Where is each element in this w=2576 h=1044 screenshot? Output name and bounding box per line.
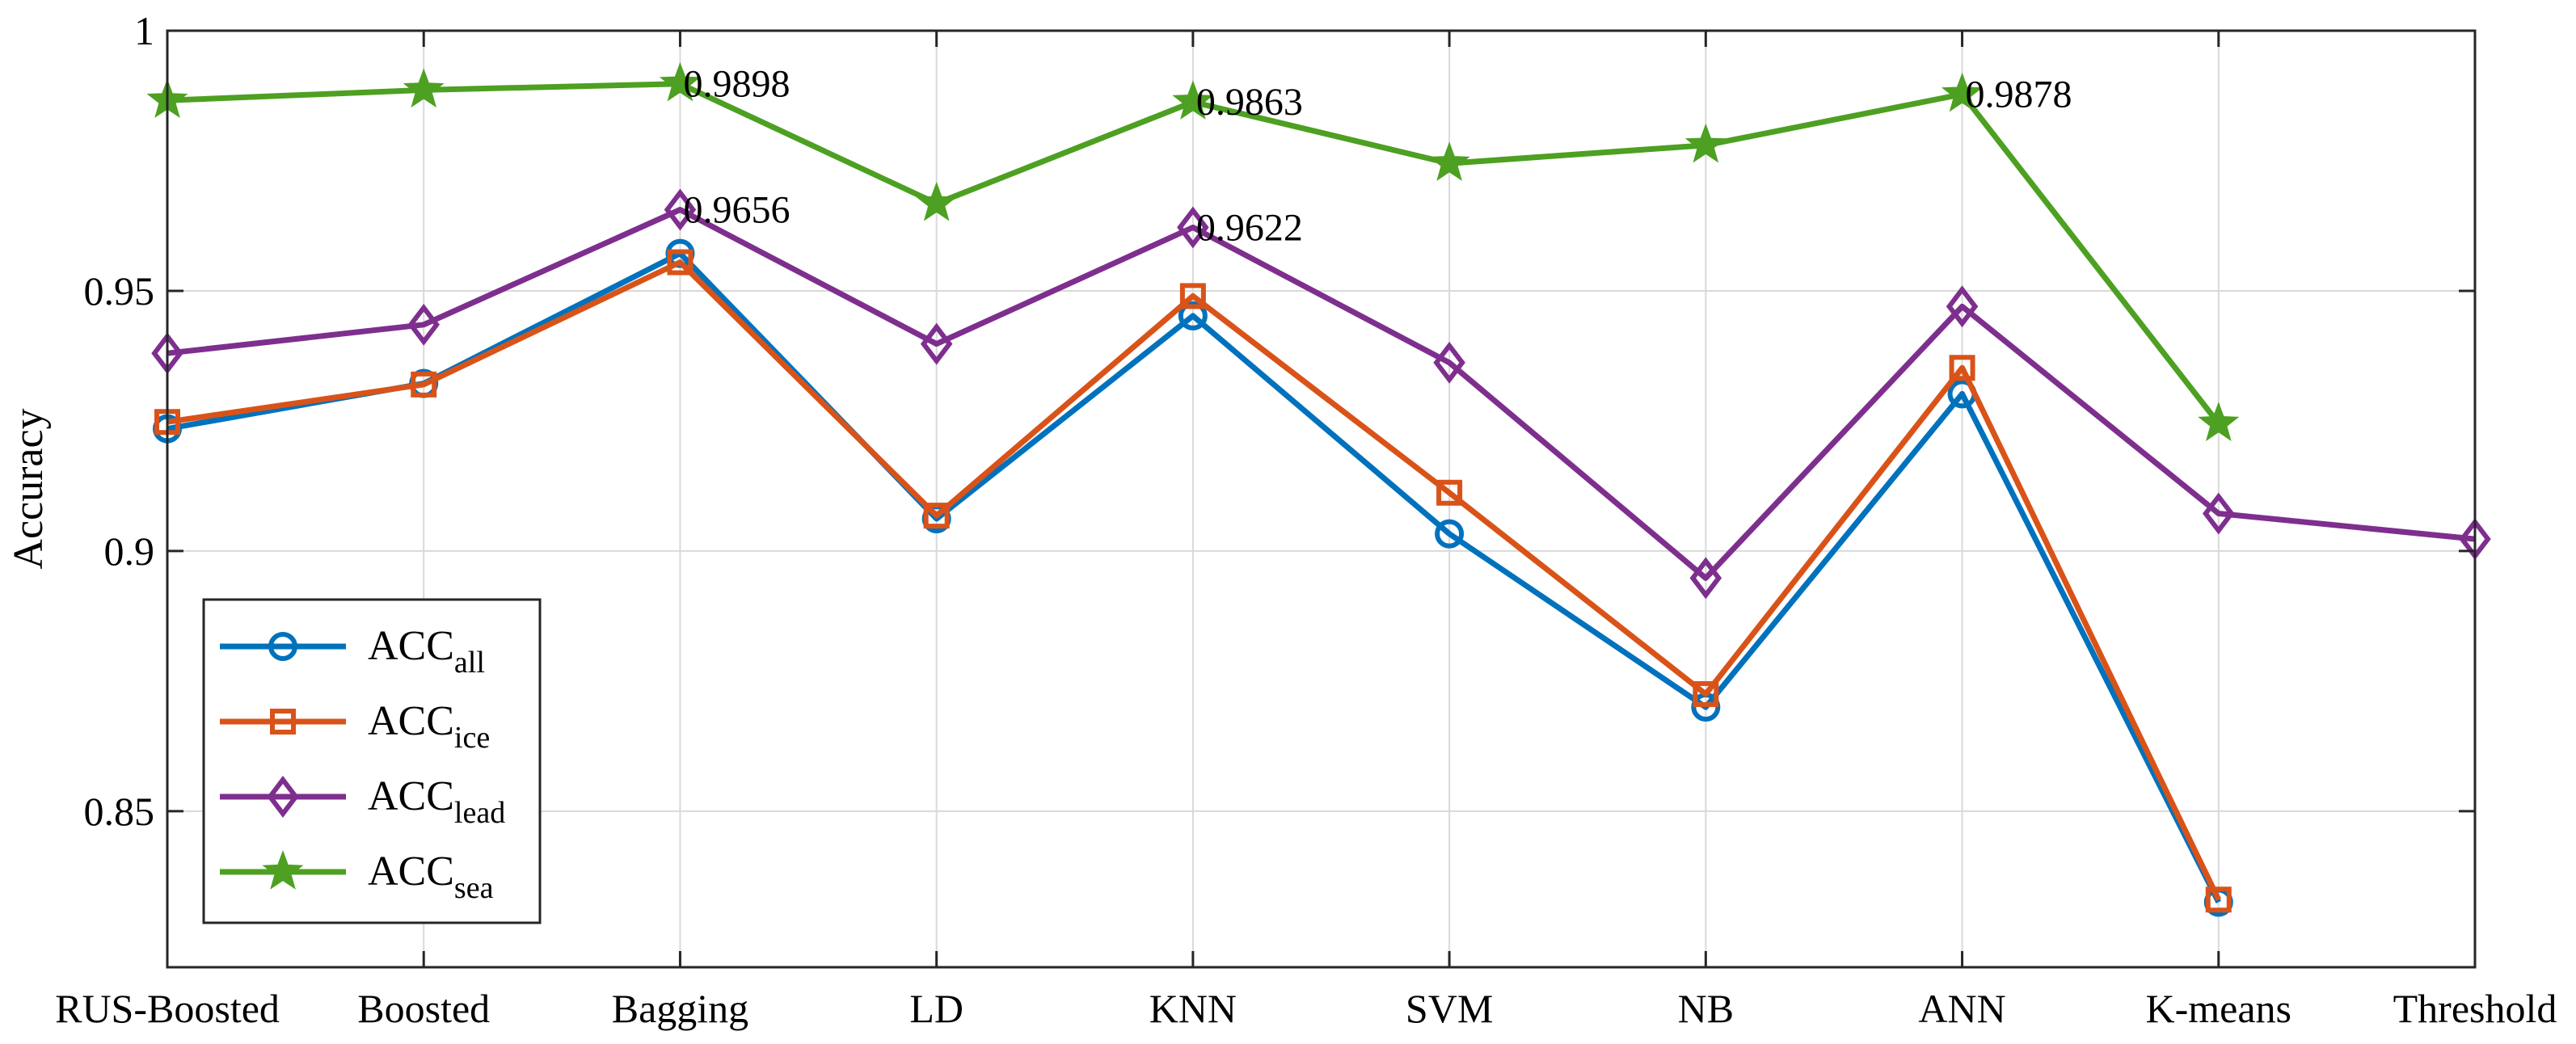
legend-label-subscript: all <box>454 646 485 680</box>
data-point-ice <box>1436 479 1463 506</box>
data-annotations: 0.9898 0.9863 0.9878 0.9656 0.9622 <box>683 63 2072 250</box>
legend-label-main: ACC <box>368 773 454 819</box>
data-point-lead <box>1946 285 1979 328</box>
data-point-sea <box>1684 123 1726 163</box>
series-line-all <box>167 250 2221 904</box>
legend-label-sea: ACCsea <box>368 848 494 905</box>
legend-label-ice: ACCice <box>368 698 490 755</box>
x-tick-label: LD <box>909 986 963 1031</box>
series-line-ice <box>167 259 2221 901</box>
data-point-lead <box>1689 557 1722 600</box>
data-point-sea <box>1941 72 1984 112</box>
data-label: 0.9622 <box>1196 206 1303 249</box>
data-point-lead <box>1177 206 1209 249</box>
axis-ticks <box>166 29 2477 967</box>
data-point-lead <box>1433 341 1465 384</box>
legend-label-main: ACC <box>368 848 454 895</box>
y-axis-label: Accuracy <box>6 408 52 569</box>
x-tick-label: ANN <box>1918 986 2005 1031</box>
legend-item-ice[interactable]: ACCice <box>220 698 490 755</box>
data-point-ice <box>2205 886 2232 913</box>
legend-box <box>202 598 542 924</box>
legend-label-main: ACC <box>368 623 454 669</box>
data-point-sea <box>1428 141 1470 181</box>
data-point-lead <box>407 303 440 346</box>
data-point-sea <box>2198 402 2240 441</box>
data-point-ice <box>667 249 694 276</box>
data-point-all <box>1178 301 1208 330</box>
data-point-lead <box>2203 492 2235 535</box>
data-label: 0.9898 <box>683 63 790 106</box>
x-tick-label: Threshold <box>2393 986 2557 1031</box>
tick-labels: RUS-Boosted Boosted Bagging LD KNN SVM NB ANN K-… <box>55 8 2557 1031</box>
legend-item-sea[interactable]: ACCsea <box>220 848 494 905</box>
y-tick-label: 0.85 <box>84 789 155 834</box>
legend-label-subscript: sea <box>454 871 494 905</box>
x-tick-label: Bagging <box>612 986 748 1031</box>
x-tick-label: NB <box>1678 986 1734 1031</box>
data-point-sea <box>916 181 958 221</box>
legend-label-lead: ACClead <box>368 773 505 830</box>
x-tick-label: SVM <box>1406 986 1493 1031</box>
data-label: 0.9656 <box>683 188 790 231</box>
y-tick-label: 0.95 <box>84 268 155 314</box>
legend-label-main: ACC <box>368 698 454 744</box>
data-point-lead <box>920 322 953 365</box>
legend-marker-sea <box>262 850 304 890</box>
legend-marker-all <box>268 632 297 661</box>
legend-marker-lead <box>267 776 299 818</box>
legend-item-all[interactable]: ACCall <box>220 623 485 680</box>
data-point-all <box>1435 519 1465 549</box>
legend-marker-ice <box>270 709 296 735</box>
x-tick-label: K-means <box>2146 986 2292 1031</box>
data-point-lead <box>664 188 697 231</box>
data-point-sea <box>1172 80 1214 120</box>
data-series <box>146 61 2491 917</box>
data-point-sea <box>659 61 702 102</box>
legend-item-lead[interactable]: ACClead <box>220 773 505 830</box>
legend-label-subscript: lead <box>454 796 505 830</box>
plot-area-border <box>166 29 2477 969</box>
data-point-ice <box>1179 283 1206 309</box>
y-tick-label: 0.9 <box>104 528 155 574</box>
data-point-sea <box>403 68 445 108</box>
legend-label-all: ACCall <box>368 623 485 680</box>
data-point-ice <box>411 371 437 398</box>
data-point-ice <box>1693 680 1719 707</box>
x-tick-label: KNN <box>1149 986 1237 1031</box>
x-tick-label: Boosted <box>357 986 490 1031</box>
legend-label-subscript: ice <box>454 721 490 755</box>
data-point-ice <box>923 503 950 529</box>
series-line-lead <box>167 207 2476 581</box>
data-label: 0.9863 <box>1196 81 1303 124</box>
data-label: 0.9878 <box>1966 74 2072 116</box>
data-point-ice <box>1949 355 1975 381</box>
x-tick-label: RUS-Boosted <box>55 986 280 1031</box>
y-tick-label: 1 <box>134 8 154 53</box>
